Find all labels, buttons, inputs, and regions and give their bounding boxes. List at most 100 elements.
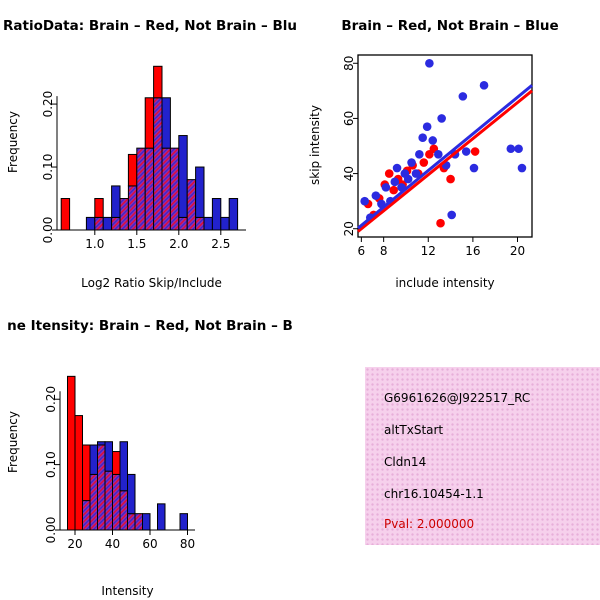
x-tick-label: 60 xyxy=(142,537,157,551)
bar-not-brain xyxy=(102,216,113,231)
bar-overlap xyxy=(127,513,136,531)
bar-overlap xyxy=(94,216,104,231)
plot-box xyxy=(357,54,533,238)
scatter-y-label: skip intensity xyxy=(308,105,322,185)
panel-scatter: 6 8 12 16 20 20 40 60 80 Brain – Red, Not Brain … xyxy=(300,0,600,300)
pval-text: Pval: 2.000000 xyxy=(384,517,475,531)
bar-not-brain xyxy=(203,216,213,231)
point-brain xyxy=(419,158,429,167)
scatter-points xyxy=(360,58,527,228)
x-tick-label: 12 xyxy=(421,244,436,258)
bar-overlap xyxy=(119,490,128,531)
scatter-x-label: include intensity xyxy=(395,276,495,290)
point-not-brain xyxy=(403,174,413,184)
point-not-brain xyxy=(469,163,479,173)
ratio-hist-title: RatioData: Brain – Red, Not Brain – Blu xyxy=(2,18,298,34)
point-not-brain xyxy=(371,191,381,200)
axes: 20 40 60 80 0.00 0.10 0.20 xyxy=(44,386,195,551)
point-not-brain xyxy=(415,149,424,159)
bar-overlap xyxy=(134,513,143,531)
histogram-bars xyxy=(60,65,239,231)
ratio-hist-x-label: Log2 Ratio Skip/Include xyxy=(81,276,222,290)
panel-intensity-histogram: 20 40 60 80 0.00 0.10 0.20 ne Itensity: Brain … xyxy=(0,300,300,600)
x-tick-label: 16 xyxy=(465,244,480,258)
point-brain xyxy=(470,147,480,156)
bar-not-brain xyxy=(142,513,151,531)
y-tick-label: 80 xyxy=(342,56,356,71)
point-not-brain xyxy=(360,196,369,206)
bar-overlap xyxy=(136,147,146,231)
x-tick-label: 2.5 xyxy=(211,237,230,251)
x-tick-label: 1.5 xyxy=(127,237,146,251)
bar-overlap xyxy=(161,147,171,231)
point-not-brain xyxy=(422,122,432,131)
bar-brain xyxy=(82,444,91,502)
bar-not-brain xyxy=(127,473,136,515)
point-not-brain xyxy=(425,58,434,68)
point-not-brain xyxy=(381,183,391,192)
y-tick-label: 0.20 xyxy=(41,91,55,118)
scatter-title: Brain – Red, Not Brain – Blue xyxy=(341,18,559,34)
info-box: G6961626@J922517_RC altTxStart Cldn14 chr16… xyxy=(365,367,600,545)
x-tick-label: 20 xyxy=(510,244,525,258)
point-not-brain xyxy=(392,163,402,173)
y-tick-label: 60 xyxy=(342,111,356,126)
bar-not-brain xyxy=(211,198,222,231)
intensity-hist-title: ne Itensity: Brain – Red, Not Brain – B xyxy=(7,318,293,334)
point-not-brain xyxy=(411,169,421,178)
point-brain xyxy=(389,185,398,195)
bar-not-brain xyxy=(89,444,98,475)
intensity-hist-y-label: Frequency xyxy=(6,411,20,473)
bar-brain xyxy=(153,65,163,99)
x-tick-label: 40 xyxy=(105,537,120,551)
bar-not-brain xyxy=(228,198,239,231)
ratio-histogram-canvas: 1.0 1.5 2.0 2.5 0.00 0.10 0.20 xyxy=(41,65,246,251)
bar-not-brain xyxy=(220,216,230,231)
point-not-brain xyxy=(428,136,438,145)
intensity-hist-x-label: Intensity xyxy=(101,584,154,598)
point-not-brain xyxy=(407,158,416,167)
trend-line-not-brain xyxy=(357,84,533,230)
x-tick-label: 80 xyxy=(180,537,195,551)
panel-ratio-histogram: 1.0 1.5 2.0 2.5 0.00 0.10 0.20 RatioData: Brai… xyxy=(0,0,300,300)
info-line: altTxStart xyxy=(384,423,444,437)
point-brain xyxy=(384,169,394,178)
y-tick-label: 0.10 xyxy=(44,451,58,478)
point-not-brain xyxy=(437,114,446,123)
x-tick-label: 6 xyxy=(358,244,366,258)
histogram-bars xyxy=(67,375,188,531)
y-tick-label: 0.10 xyxy=(41,154,55,181)
bar-not-brain xyxy=(104,441,113,472)
point-not-brain xyxy=(514,144,523,154)
point-brain xyxy=(436,218,445,228)
bar-brain xyxy=(74,415,83,531)
trend-line-brain xyxy=(357,89,533,233)
point-not-brain xyxy=(418,133,427,143)
bar-not-brain xyxy=(161,97,171,149)
bar-not-brain xyxy=(178,135,188,218)
bar-not-brain xyxy=(97,441,106,446)
bar-overlap xyxy=(104,470,113,531)
x-tick-label: 1.0 xyxy=(85,237,104,251)
point-not-brain xyxy=(390,177,400,187)
y-tick-label: 0.00 xyxy=(44,517,58,544)
point-not-brain xyxy=(461,147,471,156)
bar-not-brain xyxy=(157,503,166,531)
point-not-brain xyxy=(517,163,527,173)
bar-overlap xyxy=(127,185,138,231)
bar-brain xyxy=(94,198,104,218)
x-tick-label: 2.0 xyxy=(169,237,188,251)
point-not-brain xyxy=(434,149,443,159)
bar-overlap xyxy=(144,147,155,231)
info-line: Cldn14 xyxy=(384,455,427,469)
bar-not-brain xyxy=(85,216,96,231)
bar-overlap xyxy=(111,216,121,231)
x-tick-label: 20 xyxy=(67,537,82,551)
axes: 6 8 12 16 20 20 40 60 80 xyxy=(342,56,525,258)
scatter-canvas: 6 8 12 16 20 20 40 60 80 xyxy=(342,54,533,258)
point-brain xyxy=(446,174,455,184)
info-line: G6961626@J922517_RC xyxy=(384,391,531,405)
bar-brain xyxy=(144,97,155,149)
bar-overlap xyxy=(97,444,106,531)
